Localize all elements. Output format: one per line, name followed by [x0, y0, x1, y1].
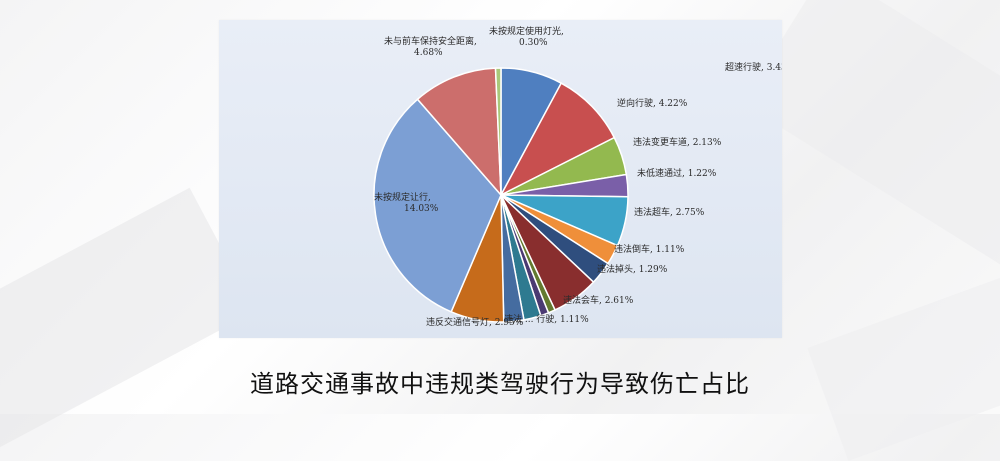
background-shape [0, 187, 256, 453]
slice-label: 违法变更车道, 2.13% [633, 136, 722, 148]
chart-panel: 超速行驶, 3.43% 逆向行驶, 4.22% 违法变更车道, 2.13% 未低速通过… [219, 20, 782, 338]
slice-label: 违反交通信号灯, 2.95% [426, 316, 524, 328]
slice-label: 违法掉头, 1.29% [597, 263, 668, 275]
slice-label: 未与前车保持安全距离, 4.68% [384, 35, 477, 58]
slice-label: 未按规定使用灯光, 0.30% [489, 25, 564, 48]
chart-caption: 道路交通事故中违规类驾驶行为导致伤亡占比 [250, 370, 750, 398]
pie-chart: 超速行驶, 3.43% 逆向行驶, 4.22% 违法变更车道, 2.13% 未低速通过… [373, 25, 782, 328]
background-shape [807, 259, 1000, 461]
slice-label: 未按规定让行, 14.03% [374, 191, 439, 214]
pie-slice [373, 98, 502, 313]
slice-label: 逆向行驶, 4.22% [617, 97, 688, 109]
slice-label: 违法会车, 2.61% [563, 294, 634, 306]
pie-slice [499, 82, 616, 197]
slice-label: 违法超车, 2.75% [634, 206, 705, 218]
pie-slice [416, 67, 502, 198]
overlapping-label: 违法 ... 行驶, 1.11% [504, 313, 589, 325]
slice-label: 超速行驶, 3.43% [725, 61, 782, 73]
pie-slice [494, 67, 502, 196]
slice-label: 未低速通过, 1.22% [637, 167, 717, 179]
slice-label: 违法倒车, 1.11% [614, 243, 685, 255]
